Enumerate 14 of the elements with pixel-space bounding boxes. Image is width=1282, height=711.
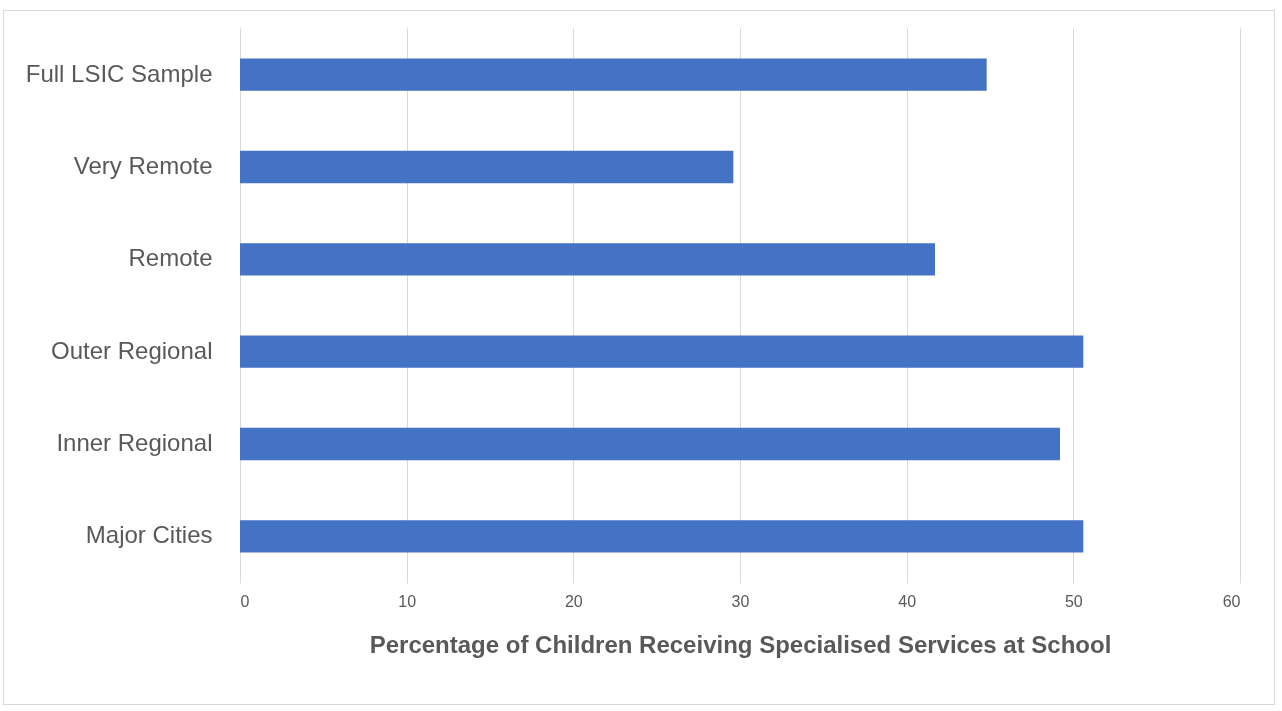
y-tick-label: Inner Regional: [56, 429, 213, 457]
x-tick-label: 50: [1064, 592, 1083, 610]
y-tick-label: Major Cities: [85, 521, 213, 549]
y-tick-label: Full LSIC Sample: [25, 59, 213, 87]
y-tick-label: Outer Regional: [51, 336, 213, 364]
x-tick-label: 0: [240, 592, 250, 610]
x-tick-label: 60: [1222, 592, 1241, 610]
x-tick-label: 40: [898, 592, 917, 610]
x-axis-title: Percentage of Children Receiving Specialised Services at School: [369, 630, 1112, 658]
y-tick-label: Remote: [128, 244, 213, 272]
x-tick-label: 10: [398, 592, 417, 610]
x-tick-label: 20: [564, 592, 583, 610]
x-tick-label: 30: [731, 592, 750, 610]
y-tick-label: Very Remote: [73, 151, 213, 179]
